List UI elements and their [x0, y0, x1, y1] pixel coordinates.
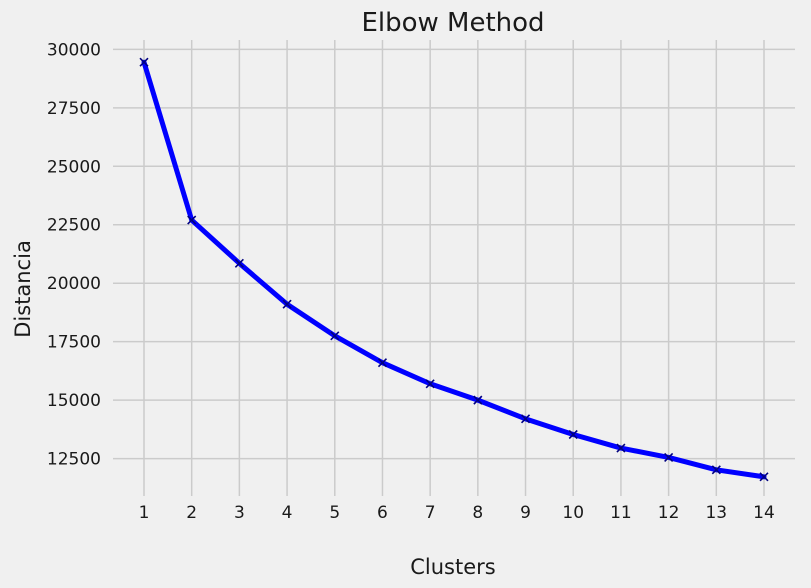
y-tick-label: 27500 [47, 99, 101, 119]
y-tick-label: 12500 [47, 450, 101, 470]
x-tick-label: 1 [139, 503, 150, 523]
data-point-marker [377, 358, 388, 368]
grid [113, 40, 795, 496]
data-point-marker [187, 215, 197, 225]
y-tick-label: 22500 [47, 216, 101, 236]
data-point-marker [425, 379, 435, 389]
x-tick-label: 4 [282, 503, 293, 523]
chart-title: Elbow Method [361, 8, 544, 38]
x-tick-label: 6 [377, 503, 388, 523]
data-point-marker [139, 57, 149, 67]
x-tick-label: 5 [329, 503, 340, 523]
y-tick-labels: 12500 15000 17500 20000 22500 25000 27500 30000 [47, 40, 101, 469]
series [139, 57, 769, 482]
data-point-marker [711, 465, 721, 475]
y-axis-title: Distancia [11, 240, 35, 338]
y-tick-label: 30000 [47, 40, 101, 60]
data-point-marker [664, 452, 674, 462]
x-tick-label: 9 [520, 503, 531, 523]
x-tick-label: 13 [705, 503, 727, 523]
series-line [141, 59, 767, 480]
x-axis-title: Clusters [410, 555, 495, 579]
data-point-marker [330, 331, 340, 341]
x-tick-label: 7 [425, 503, 436, 523]
data-point-marker [282, 299, 292, 309]
data-point-marker [759, 472, 769, 482]
x-tick-label: 8 [472, 503, 483, 523]
x-tick-label: 12 [658, 503, 680, 523]
x-tick-label: 3 [234, 503, 245, 523]
data-point-marker [616, 443, 626, 453]
x-tick-label: 14 [753, 503, 775, 523]
y-tick-label: 15000 [47, 391, 101, 411]
data-point-marker [520, 414, 531, 424]
y-tick-label: 17500 [47, 333, 101, 353]
x-tick-label: 10 [562, 503, 584, 523]
data-point-marker [234, 258, 244, 268]
data-point-marker [568, 429, 578, 440]
x-tick-labels: 1 2 3 4 5 6 7 8 9 10 11 12 13 14 [139, 503, 775, 523]
x-tick-label: 11 [610, 503, 632, 523]
data-point-marker [473, 395, 483, 405]
y-tick-label: 25000 [47, 157, 101, 177]
y-tick-label: 20000 [47, 274, 101, 294]
x-tick-label: 2 [186, 503, 197, 523]
